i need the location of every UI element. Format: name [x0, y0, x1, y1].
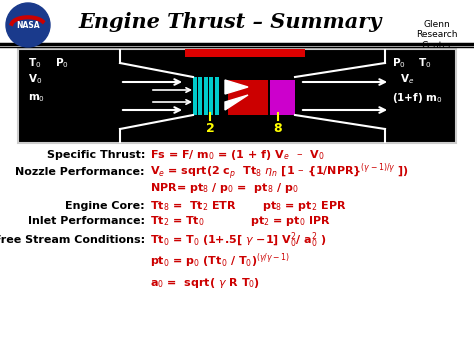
- Text: Glenn
Research
Center: Glenn Research Center: [417, 20, 458, 50]
- Bar: [215, 77, 219, 115]
- Bar: [185, 49, 305, 57]
- Text: V$_e$: V$_e$: [400, 72, 414, 86]
- Bar: [193, 77, 197, 115]
- Text: Engine Core:: Engine Core:: [65, 201, 145, 211]
- Text: m$_0$: m$_0$: [28, 92, 45, 104]
- Text: T$_0$: T$_0$: [28, 56, 41, 70]
- Bar: [18, 49, 456, 143]
- Text: a$_0$ =  sqrt( $\gamma$ R T$_0$): a$_0$ = sqrt( $\gamma$ R T$_0$): [150, 276, 260, 290]
- Text: P$_0$: P$_0$: [392, 56, 406, 70]
- Bar: [204, 77, 208, 115]
- Text: (1+f) m$_0$: (1+f) m$_0$: [392, 91, 443, 105]
- Text: Inlet Performance:: Inlet Performance:: [28, 216, 145, 226]
- Text: Fs = F/ m$_0$ = (1 + f) V$_e$  –  V$_0$: Fs = F/ m$_0$ = (1 + f) V$_e$ – V$_0$: [150, 148, 325, 162]
- Text: V$_0$: V$_0$: [28, 72, 42, 86]
- Text: 2: 2: [206, 121, 214, 135]
- Text: T$_0$: T$_0$: [418, 56, 431, 70]
- Text: Tt$_2$ = Tt$_0$            pt$_2$ = pt$_0$ IPR: Tt$_2$ = Tt$_0$ pt$_2$ = pt$_0$ IPR: [150, 214, 331, 228]
- Text: Nozzle Performance:: Nozzle Performance:: [16, 167, 145, 177]
- Text: pt$_0$ = p$_0$ (Tt$_0$ / T$_0$)$^{(\gamma/ \gamma-1)}$: pt$_0$ = p$_0$ (Tt$_0$ / T$_0$)$^{(\gamm…: [150, 252, 290, 270]
- Text: V$_e$ = sqrt(2 c$_p$  Tt$_8$ $\eta_n$ [1 – {1/NPR}$^{(\gamma-1)/\gamma}$ ]): V$_e$ = sqrt(2 c$_p$ Tt$_8$ $\eta_n$ [1 …: [150, 162, 409, 183]
- Polygon shape: [225, 95, 248, 110]
- Text: Tt$_0$ = T$_0$ (1+.5[ $\gamma$ −1] V$_0^2$/ a$_0^2$ ): Tt$_0$ = T$_0$ (1+.5[ $\gamma$ −1] V$_0^…: [150, 230, 327, 250]
- Polygon shape: [225, 80, 248, 94]
- Text: Engine Thrust – Summary: Engine Thrust – Summary: [78, 12, 382, 32]
- Bar: [228, 80, 268, 115]
- Circle shape: [6, 3, 50, 47]
- Bar: [210, 77, 213, 115]
- Bar: [270, 80, 295, 115]
- Text: Tt$_8$ =  Tt$_2$ ETR       pt$_8$ = pt$_2$ EPR: Tt$_8$ = Tt$_2$ ETR pt$_8$ = pt$_2$ EPR: [150, 199, 346, 213]
- Text: Specific Thrust:: Specific Thrust:: [46, 150, 145, 160]
- Text: NPR= pt$_8$ / p$_0$ =  pt$_8$ / p$_0$: NPR= pt$_8$ / p$_0$ = pt$_8$ / p$_0$: [150, 181, 299, 195]
- Text: NASA: NASA: [16, 21, 40, 30]
- Text: P$_0$: P$_0$: [55, 56, 69, 70]
- Bar: [199, 77, 202, 115]
- Text: Free Stream Conditions:: Free Stream Conditions:: [0, 235, 145, 245]
- Text: 8: 8: [273, 121, 283, 135]
